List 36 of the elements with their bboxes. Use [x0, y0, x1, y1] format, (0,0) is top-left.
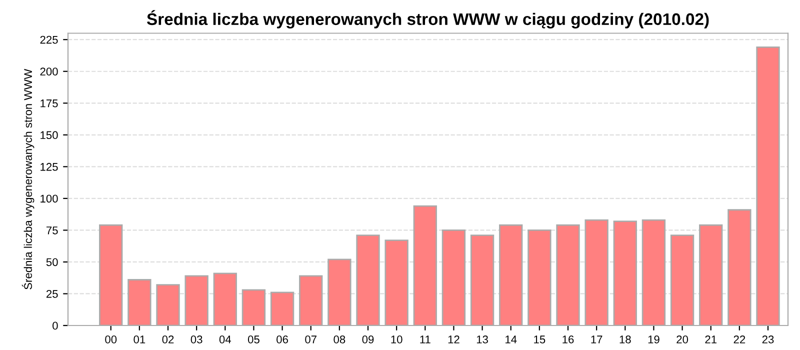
x-tick-label: 11	[420, 336, 430, 344]
x-tick-label: 01	[134, 336, 146, 344]
y-tick-label: 50	[46, 258, 58, 266]
x-tick-label: 05	[248, 336, 260, 344]
x-tick-label: 15	[534, 336, 546, 344]
x-tick-label: 21	[705, 336, 716, 344]
y-tick-label: 175	[40, 100, 58, 108]
x-tick-label: 18	[620, 336, 631, 344]
x-tick-label: 07	[305, 336, 316, 344]
y-tick-label: 150	[40, 131, 58, 140]
x-tick-label: 06	[276, 336, 288, 344]
x-tick-label: 02	[162, 336, 174, 344]
x-tick-label: 00	[105, 336, 117, 344]
chart-title: Średnia liczba wygenerowanych stron WWW w ciągu godziny (2010.02)	[146, 10, 709, 28]
x-tick-label: 12	[448, 336, 460, 344]
x-tick-label: 14	[506, 336, 517, 344]
x-tick-label: 17	[591, 336, 602, 344]
y-tick-label: 125	[40, 162, 58, 171]
x-tick-label: 04	[219, 336, 231, 344]
x-tick-label: 23	[762, 336, 774, 344]
y-tick-label: 100	[40, 194, 58, 203]
y-tick-label: 75	[46, 226, 58, 234]
y-tick-label: 0	[52, 322, 58, 330]
y-tick-label: 25	[46, 290, 58, 298]
x-tick-label: 08	[334, 336, 346, 344]
x-tick-label: 09	[362, 336, 374, 344]
x-tick-label: 20	[676, 336, 688, 344]
x-tick-label: 13	[476, 336, 488, 344]
y-tick-label: 200	[40, 68, 58, 76]
x-tick-label: 10	[391, 336, 402, 344]
x-tick-label: 03	[190, 336, 202, 344]
y-tick-label: 225	[40, 36, 58, 44]
x-tick-label: 16	[562, 336, 574, 344]
x-tick-label: 22	[734, 336, 746, 344]
x-tick-label: 19	[648, 336, 660, 344]
y-axis-title: Średnia liczba wygenerowanych stron WWW	[22, 68, 34, 290]
